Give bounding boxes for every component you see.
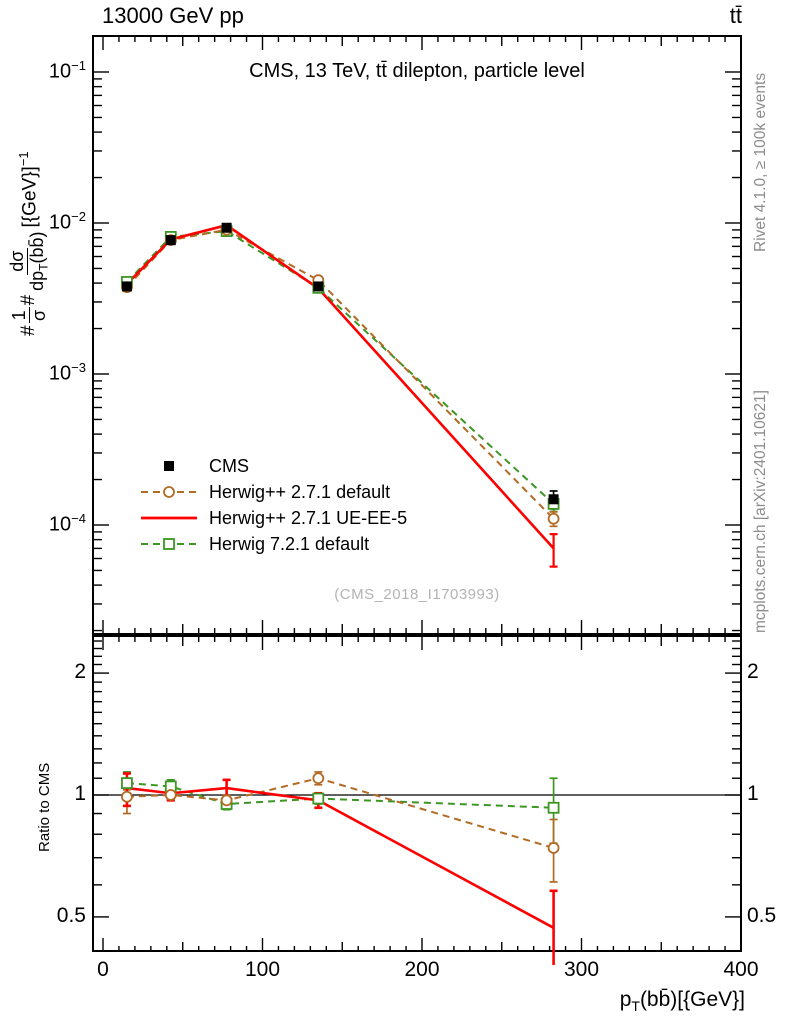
x-axis-tick-label: 0 (97, 958, 109, 981)
legend: CMS Herwig++ 2.7.1 default Herwig++ 2.7.… (139, 453, 407, 557)
cms-marker-icon (139, 456, 199, 476)
ratio-tick-label-right: 1 (747, 782, 759, 805)
legend-label: Herwig++ 2.7.1 default (209, 481, 391, 502)
main-plot-panel (92, 35, 742, 635)
rivet-version-note: Rivet 4.1.0, ≥ 100k events (752, 72, 769, 252)
legend-item-herwigpp-default: Herwig++ 2.7.1 default (139, 479, 407, 505)
x-axis-tick-label: 200 (404, 958, 440, 981)
y-axis-label: #1 σ # dσ dpT(bb̄) [{GeV}]−1 (7, 151, 51, 336)
ratio-tick-label-right: 2 (747, 660, 759, 684)
x-axis-label: pT(bb̄)[{GeV}] (619, 988, 745, 1015)
y-axis-tick-label: 10−4 (48, 511, 86, 536)
beam-energy-label: 13000 GeV pp (102, 3, 244, 28)
ratio-plot-panel (92, 635, 742, 965)
legend-label: Herwig++ 2.7.1 UE-EE-5 (209, 507, 408, 528)
y-axis-tick-label: 10−2 (48, 209, 86, 234)
y-axis-tick-label: 10−3 (48, 360, 86, 385)
ratio-tick-label-right: 0.5 (747, 903, 777, 927)
herwigpp-default-marker-icon (139, 482, 199, 502)
x-axis-tick-label: 100 (244, 958, 281, 981)
ratio-tick-label-left: 0.5 (56, 903, 86, 927)
legend-item-herwig7-default: Herwig 7.2.1 default (139, 531, 407, 557)
hash-mark: # (18, 294, 40, 306)
analysis-id-watermark: (CMS_2018_I1703993) (334, 586, 500, 603)
ratio-tick-label-left: 2 (74, 660, 86, 684)
x-axis-tick-label: 400 (723, 958, 759, 981)
legend-item-cms: CMS (139, 453, 407, 479)
process-label: tt̄ (729, 3, 742, 28)
legend-item-herwigpp-ueee5: Herwig++ 2.7.1 UE-EE-5 (139, 505, 407, 531)
legend-label: CMS (209, 455, 249, 476)
legend-label: Herwig 7.2.1 default (209, 533, 370, 554)
mcplots-arxiv-note: mcplots.cern.ch [arXiv:2401.10621] (752, 390, 769, 633)
y-axis-tick-label: 10−1 (48, 58, 86, 83)
ratio-axis-label: Ratio to CMS (36, 762, 53, 852)
plot-title: CMS, 13 TeV, tt̄ dilepton, particle leve… (249, 60, 585, 82)
ratio-tick-label-left: 1 (74, 782, 86, 805)
hash-mark: # (18, 325, 40, 336)
dsigma-dpt-fraction: dσ dpT(bb̄) (7, 231, 51, 291)
herwig7-default-marker-icon (139, 534, 199, 554)
x-axis-tick-label: 300 (563, 958, 600, 981)
herwigpp-ueee5-line-icon (139, 508, 199, 528)
